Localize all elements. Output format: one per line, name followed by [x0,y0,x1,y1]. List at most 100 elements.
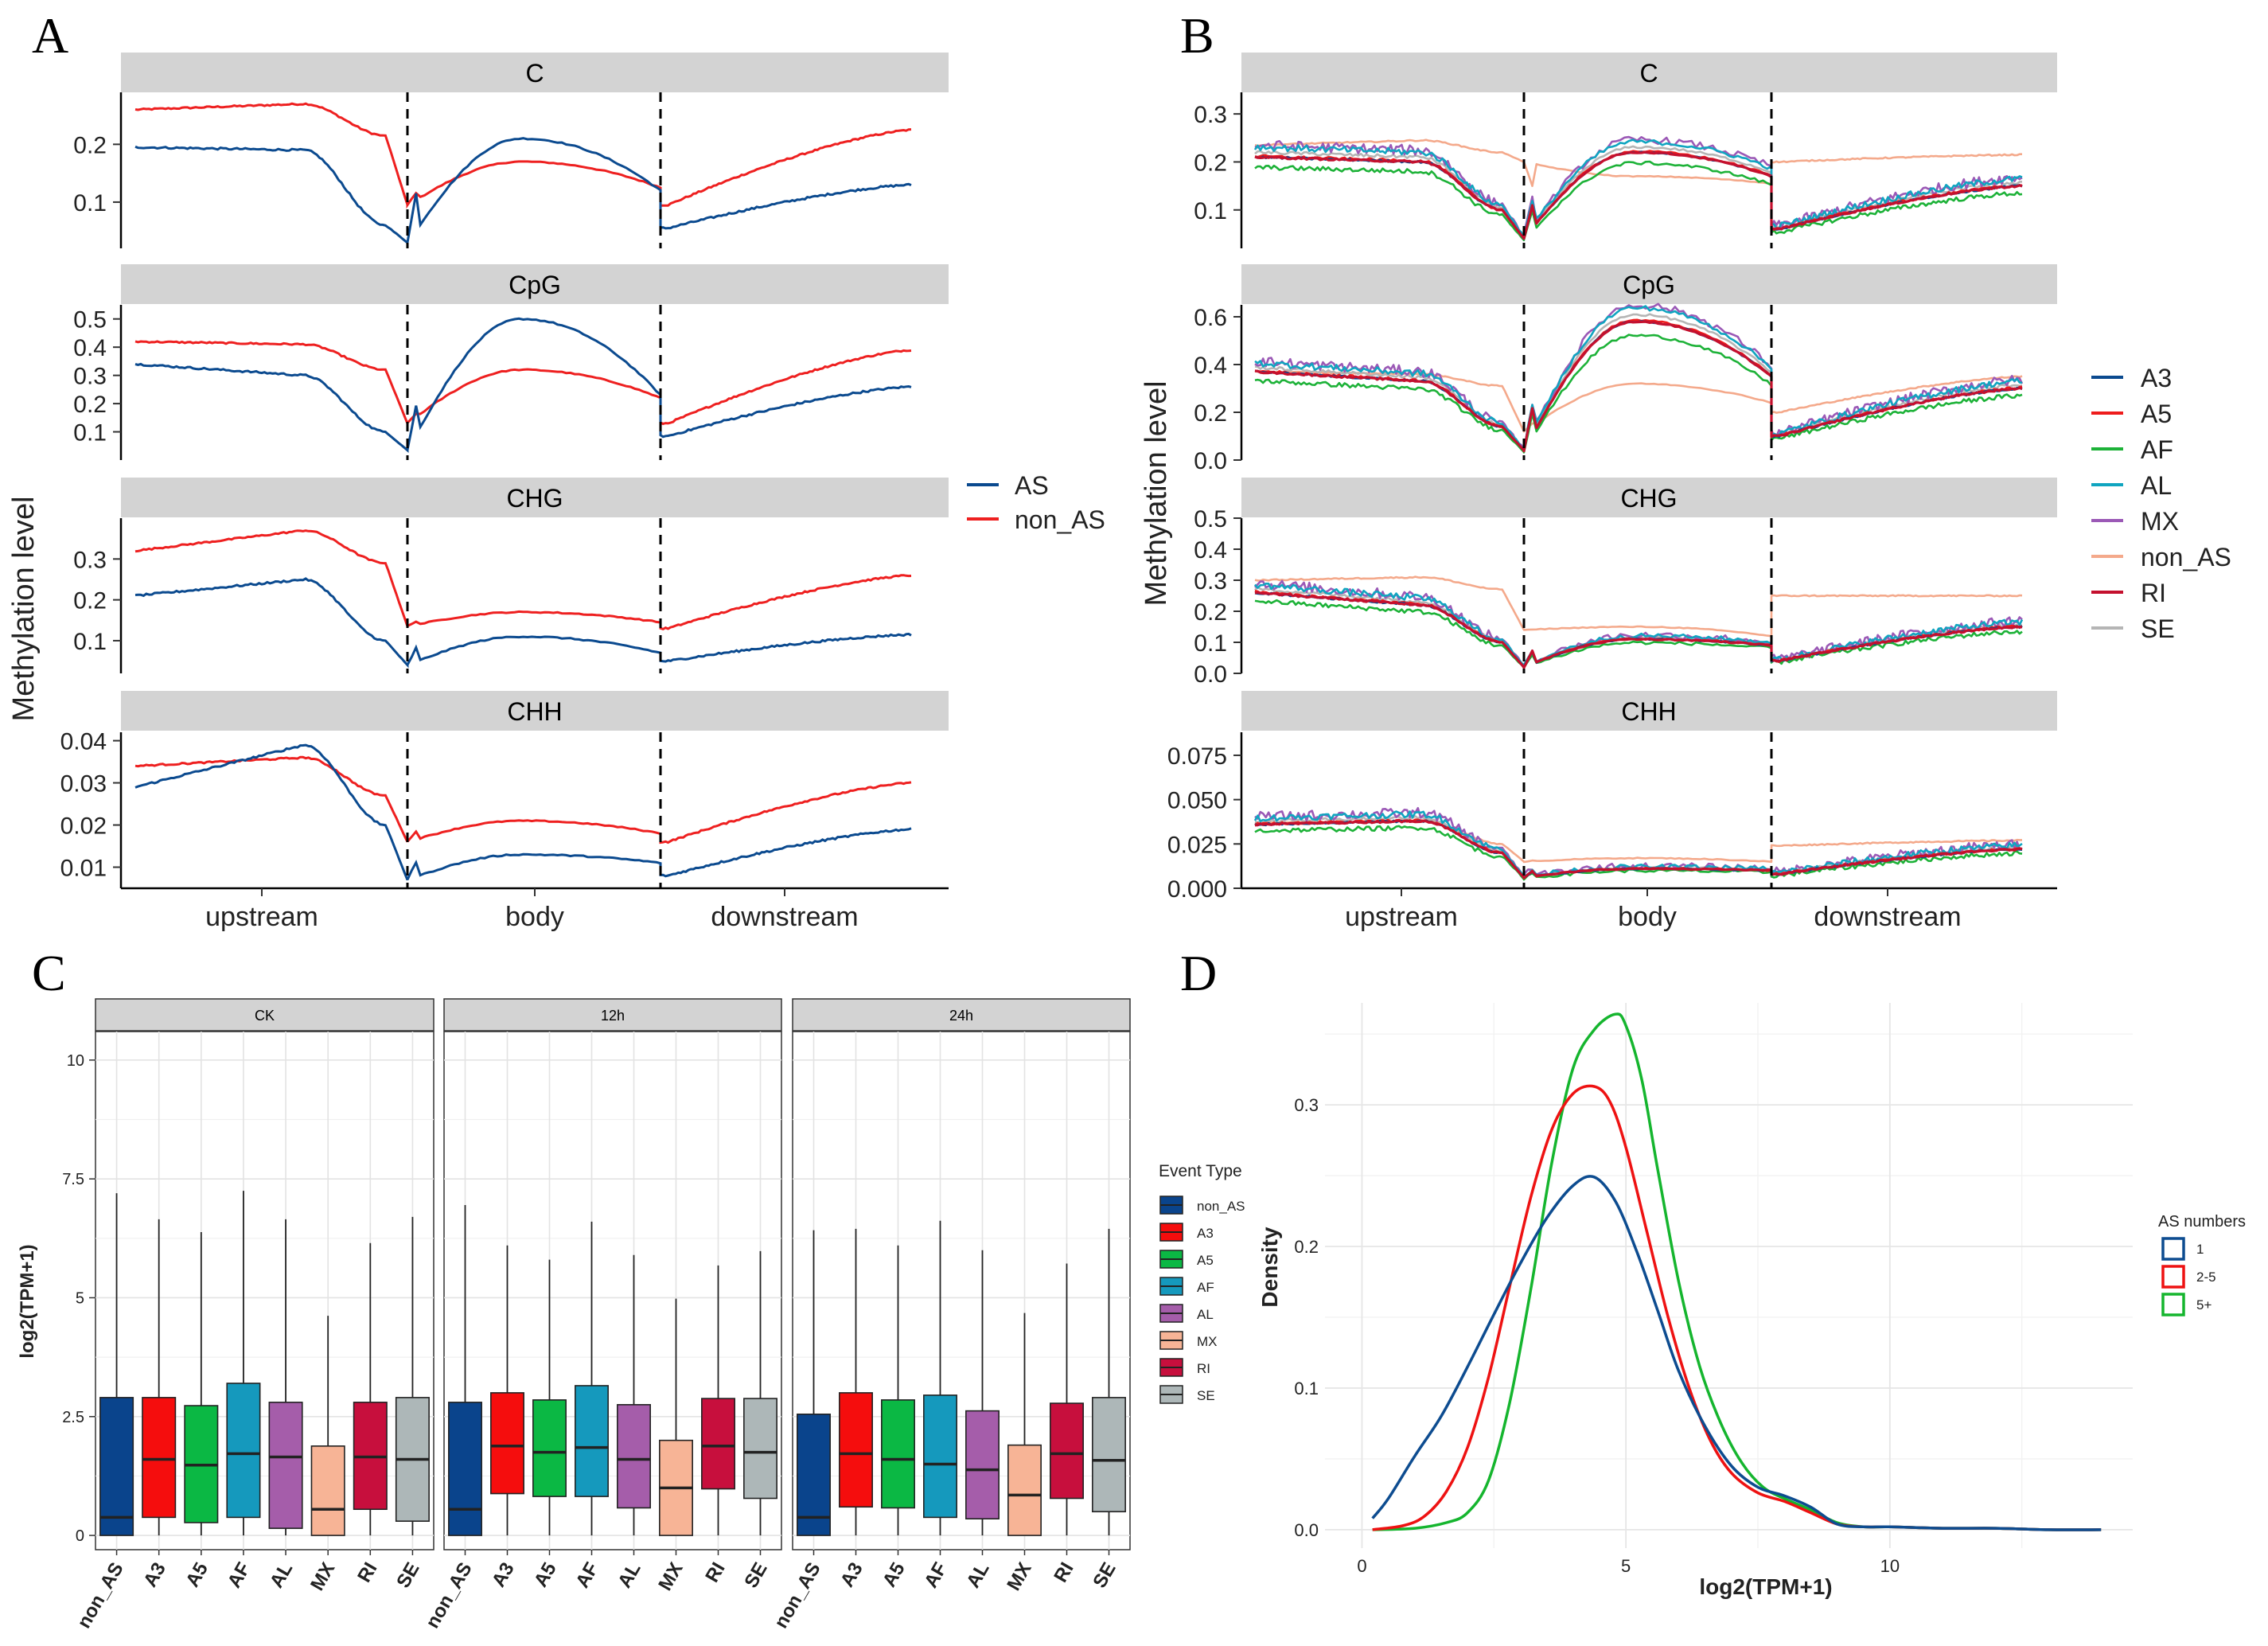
panel-b-series-af [1254,333,2023,454]
legend-label-non-as: non_AS [1197,1199,1245,1214]
panel-d-x-tick-label: 10 [1880,1556,1900,1576]
panel-b-y-tick-label: 0.1 [1194,198,1227,224]
box-af [923,1394,957,1519]
panel-a-x-label-downstream: downstream [711,902,858,932]
panel-b-series-se [1254,313,2023,452]
legend-label-af: AF [2141,435,2173,464]
box-al [965,1410,1000,1519]
box-mx [1007,1444,1042,1536]
legend-label-af: AF [1197,1280,1214,1295]
panel-b-line-chart: C 0.1 0.2 0.3 CpG 0.0 0.2 0.4 0.6 CHG 0.0 0.1 0.2 0.3… [1167,53,2057,903]
panel-a-y-tick-label: 0.2 [73,588,107,614]
panel-b-y-tick-label: 0.3 [1194,568,1227,595]
panel-b-series-al [1254,305,2023,453]
panel-a-line-chart: C0.10.2CpG0.10.20.30.40.5CHG0.10.20.3CHH… [60,53,949,896]
box-ri [1050,1402,1084,1500]
panel-b-legend: A3 A5 AF AL MX non_AS RI SE [2091,364,2231,643]
legend-label-mx: MX [2141,507,2179,536]
legend-label-non-as: non_AS [1015,505,1105,534]
legend-label-a5: A5 [1197,1253,1214,1268]
panel-c-legend: non_AS A3 A5 AF AL MX RI SE [1159,1195,1245,1404]
panel-b-series-af [1254,160,2023,241]
panel-b-series-af [1254,599,2023,669]
density-curve-1 [1371,1175,2102,1531]
legend-label-al: AL [1197,1307,1214,1322]
panel-a-strip-chh [121,691,949,731]
legend-key-2to5 [2161,1265,2185,1289]
panel-c-strip-label: 24h [949,1008,973,1024]
panel-b-series-ri [1254,591,2023,669]
panel-a-y-tick-label: 0.04 [60,729,107,755]
panel-label-a: A [32,7,68,64]
box-a5 [532,1399,567,1497]
legend-label-as: AS [1015,471,1049,500]
panel-b-y-tick-label: 0.5 [1194,506,1227,532]
panel-b-y-tick-label: 0.2 [1194,400,1227,427]
panel-label-c: C [32,945,66,1001]
legend-label-mx: MX [1197,1334,1218,1349]
panel-b-series-ri [1254,150,2023,240]
panel-b-y-tick-label: 0.0 [1194,661,1227,688]
legend-label-1: 1 [2196,1242,2204,1257]
panel-b-series-non-as [1254,370,2023,433]
panel-label-b: B [1180,7,1214,64]
panel-b-series-non-as [1254,138,2022,187]
panel-a-strip-c [121,53,949,92]
panel-b-x-label-body: body [1618,902,1677,932]
box-af [226,1383,261,1519]
panel-b-y-tick-label: 0.0 [1194,448,1227,474]
panel-a-legend: AS non_AS [967,471,1105,534]
panel-b-y-tick-label: 0.2 [1194,150,1227,176]
panel-b-series-al [1253,138,2023,240]
panel-b-strip-chh [1241,691,2057,731]
panel-a-y-tick-label: 0.03 [60,771,107,798]
box-se [1092,1397,1126,1513]
panel-c-y-axis-title: log2(TPM+1) [17,1244,38,1358]
panel-c-y-tick-label: 2.5 [62,1409,84,1426]
panel-c-y-tick-label: 10 [67,1052,84,1070]
legend-label-ri: RI [2141,579,2166,607]
panel-b-strip-chg [1241,478,2057,517]
panel-a-x-label-upstream: upstream [205,902,318,932]
panel-a-x-labels: upstream body downstream [205,902,858,932]
panel-a-series-non-as [134,340,912,426]
panel-a-strip-chg [121,478,949,517]
legend-label-se: SE [2141,614,2175,643]
legend-key-5plus [2161,1293,2185,1316]
panel-c-legend-title: Event Type [1159,1162,1242,1180]
panel-b-strip-cpg [1241,264,2057,304]
panel-d-y-tick-label: 0.1 [1294,1379,1319,1398]
panel-a-series-non-as [134,755,912,844]
legend-label-se: SE [1197,1388,1215,1403]
panel-d-x-tick-label: 0 [1357,1556,1366,1576]
panel-d-legend: 1 2-5 5+ [2161,1237,2216,1316]
panel-a-y-tick-label: 0.2 [73,392,107,418]
panel-b-strip-label-c: C [1639,59,1658,88]
panel-b-y-tick-label: 0.025 [1167,832,1227,858]
panel-b-series-al [1253,810,2023,878]
panel-d-legend-title: AS numbers [2158,1213,2246,1231]
panel-a-y-tick-label: 0.4 [73,335,107,361]
panel-a-strip-label-chh: CHH [507,697,562,726]
panel-c-y-tick-label: 7.5 [62,1171,84,1188]
legend-label-al: AL [2141,471,2172,500]
panel-d-y-axis-title: Density [1257,1227,1282,1308]
panel-a-y-tick-label: 0.02 [60,813,107,840]
panel-d-density-plot: 0 5 10 0.0 0.1 0.2 0.3 [1294,1003,2133,1576]
panel-d-x-axis-title: log2(TPM+1) [1699,1574,1832,1599]
panel-d-y-tick-label: 0.2 [1294,1237,1319,1257]
panel-b-y-tick-label: 0.1 [1194,630,1227,657]
panel-b-y-tick-label: 0.000 [1167,876,1227,903]
legend-label-ri: RI [1197,1361,1210,1376]
panel-a-y-tick-label: 0.5 [73,307,107,333]
panel-b-y-tick-label: 0.2 [1194,599,1227,626]
panel-d-x-tick-label: 5 [1621,1556,1631,1576]
panel-d-y-tick-label: 0.0 [1294,1520,1319,1540]
panel-c-strip-24h [792,998,1131,1032]
panel-b-strip-label-chg: CHG [1620,484,1677,513]
panel-label-d: D [1180,945,1217,1001]
panel-a-series-as [134,137,912,246]
legend-label-non-as: non_AS [2141,543,2231,571]
box-al [268,1402,303,1529]
